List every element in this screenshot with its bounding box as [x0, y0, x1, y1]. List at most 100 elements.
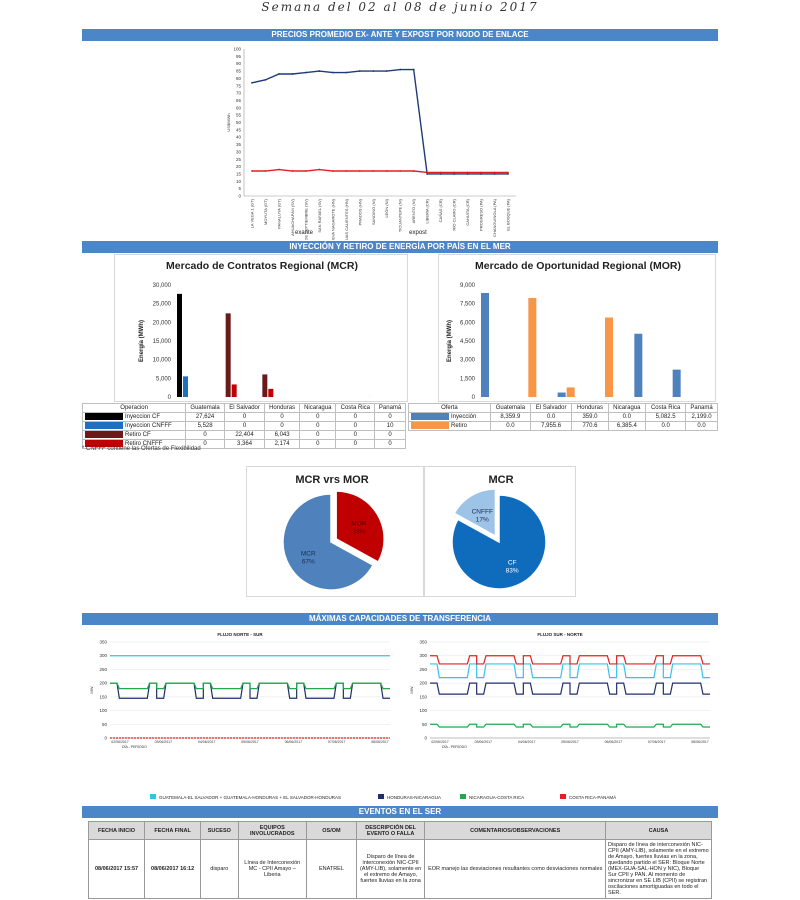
mcr-table-cell: 0 — [223, 412, 266, 422]
bar-retiro — [566, 387, 575, 397]
mor-table-cell: 0.0 — [645, 421, 687, 431]
y-tick-label: 4,500 — [460, 339, 476, 345]
data-point-exante — [358, 70, 361, 72]
x-tick-label: 04/06/2017 — [198, 740, 216, 744]
y-axis-label: MW — [89, 686, 94, 693]
x-tick-label: ARENTO (NI) — [411, 198, 416, 223]
mor-table-legend-swatch — [411, 422, 449, 430]
mor-table-cell: 5,082.5 — [645, 412, 687, 422]
x-tick-label: TICUANTEPE (NI) — [398, 198, 403, 232]
series-line — [430, 663, 710, 679]
mor-table-header-cell: Panamá — [685, 403, 718, 413]
data-point-expost — [453, 171, 456, 174]
legend-label: NICARAGUA-COSTA RICA — [469, 795, 524, 800]
x-tick-label: PRADOS (HN) — [357, 198, 362, 225]
series-line — [430, 723, 710, 728]
transfer-banner: MÁXIMAS CAPACIDADES DE TRANSFERENCIA — [82, 613, 718, 625]
data-point-expost — [439, 171, 442, 174]
bar-inyección — [481, 292, 489, 397]
pie-slice-mor — [335, 490, 385, 564]
y-tick-label: 0 — [238, 194, 241, 199]
x-tick-label: 02/06/2017 — [111, 740, 129, 744]
x-tick-label: 03/06/2017 — [475, 740, 493, 744]
energy-banner: INYECCIÓN Y RETIRO DE ENERGÍA POR PAÍS E… — [82, 241, 718, 253]
bar-retiro — [605, 317, 613, 397]
y-tick-label: 5 — [238, 186, 241, 191]
x-tick-label: PANALUYA (GT) — [276, 198, 281, 229]
data-point-expost — [331, 170, 334, 172]
prices-chart-panel: 0 5 10 15 20 25 30 35 40 45 50 55 60 65 70 75 80 85 90 95 10… — [222, 44, 522, 246]
data-point-exante — [399, 68, 402, 71]
bar-inyección — [672, 369, 681, 397]
data-point-expost — [399, 170, 402, 172]
y-tick-label: 25 — [236, 157, 242, 162]
mcr-table-cell: 6,043 — [264, 430, 301, 440]
mcr-table-row: Retiro CNFFF 0 3,364 2,174 0 0 0 — [81, 439, 406, 449]
bar-inyección — [557, 392, 566, 397]
mcr-table-cell: 0 — [299, 421, 337, 431]
x-tick-label: 06/06/2017 — [605, 740, 623, 744]
y-tick-label: 9,000 — [460, 283, 476, 289]
mor-table-cell: 0.0 — [529, 412, 573, 422]
series-line-expost — [252, 168, 508, 174]
y-tick-label: 70 — [236, 91, 242, 96]
mcr-footnote: * CNFFF contiene las Ofertas de Flexibil… — [82, 446, 201, 452]
mcr-table-cell: 0 — [185, 430, 225, 440]
legend-label: COSTA RICA-PANAMÁ — [569, 794, 616, 800]
data-point-exante — [439, 173, 442, 175]
y-tick-label: 30 — [236, 149, 242, 154]
week-title: Semana del 02 al 08 de junio 2017 — [261, 0, 539, 14]
x-tick-label: CAÑAS (CR) — [438, 198, 443, 222]
data-point-exante — [466, 173, 469, 175]
mcr-table-cell: 0 — [299, 430, 337, 440]
legend-swatch — [378, 794, 384, 799]
pie-mcr-vs-mor-panel: MCR vrs MOR MOR 33% MCR 67% — [246, 466, 424, 597]
events-cell: 08/06/2017 15:57 — [87, 839, 146, 899]
x-tick-label: 05/06/2017 — [561, 740, 579, 744]
pie-slice-mcr — [282, 493, 375, 591]
mor-table-cell: 770.6 — [571, 421, 609, 431]
y-tick-label: 20,000 — [153, 320, 172, 326]
y-tick-label: 60 — [236, 105, 242, 110]
pie-slice-cnfff — [453, 488, 497, 538]
pie-pct-mcr: 67% — [302, 558, 315, 565]
bar-retiro-cnfff — [268, 388, 274, 397]
mor-table-header-cell: Nicaragua — [607, 403, 647, 413]
mcr-table-legend-swatch — [85, 422, 123, 430]
y-tick-label: 150 — [99, 694, 107, 699]
mcr-table-cell: 0 — [264, 412, 301, 422]
y-tick-label: 350 — [99, 640, 107, 645]
y-axis-label: Energía (MWh) — [139, 320, 145, 362]
y-tick-label: 150 — [419, 694, 427, 699]
mor-table-header-cell: Honduras — [571, 403, 609, 413]
mcr-table-cell: 0 — [335, 439, 376, 449]
data-point-exante — [251, 81, 253, 84]
legend-expost: expost — [409, 230, 427, 236]
y-tick-label: 0 — [424, 736, 427, 741]
mcr-table-header-cell: Guatemala — [185, 403, 225, 413]
y-tick-label: 300 — [99, 653, 107, 658]
data-point-expost — [264, 170, 267, 172]
data-point-expost — [412, 170, 415, 172]
data-point-expost — [507, 171, 509, 174]
mcr-table-header-cell: Panamá — [374, 403, 406, 413]
events-cell: Disparo de línea de interconexión NIC-CP… — [355, 839, 426, 899]
mor-bar-chart: Mercado de Oportunidad Regional (MOR) 0 1,… — [447, 260, 681, 401]
data-point-expost — [480, 171, 482, 174]
x-tick-label: MOYUTA (GT) — [263, 198, 268, 225]
y-tick-label: 0 — [104, 736, 107, 741]
events-cell: ENATREL — [306, 839, 357, 899]
data-point-exante — [385, 70, 388, 72]
mcr-table-legend-swatch — [85, 413, 123, 421]
data-point-expost — [385, 170, 388, 172]
y-tick-label: 35 — [236, 142, 242, 147]
y-axis-label: Energía (MWh) — [447, 320, 453, 362]
mcr-table-header-cell: Honduras — [264, 403, 301, 413]
x-tick-label: CHANGUINOLA (PA) — [492, 198, 497, 237]
mcr-table-cell: 2,174 — [264, 439, 301, 449]
legend-swatch — [560, 794, 566, 799]
flow-north-south-chart: FLUJO NORTE - SUR 0 50 100 150 200 250 300 350 MW… — [89, 632, 390, 749]
mcr-table-cell: 0 — [374, 430, 406, 440]
